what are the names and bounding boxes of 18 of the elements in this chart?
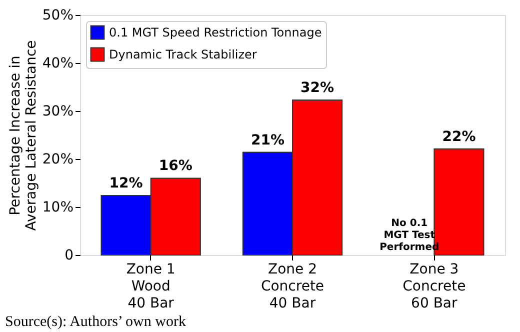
x-tick-label: Zone 2 Concrete 40 Bar [260,262,324,312]
legend-label: Dynamic Track Stabilizer [109,48,257,62]
y-tick-label: 0 [64,248,74,264]
x-tick-label: Zone 1 Wood 40 Bar [126,262,176,312]
y-axis-title: Percentage Increase in Average Lateral Resistance [7,40,40,231]
data-label: 22% [442,128,476,145]
data-label: 16% [158,158,192,174]
data-label: 21% [250,132,284,148]
x-tick-label: Zone 3 Concrete 60 Bar [402,262,466,312]
y-tick-label: 30% [42,104,74,120]
legend-label: 0.1 MGT Speed Restriction Tonnage [109,26,322,40]
data-label: 32% [300,80,334,96]
y-tick-label: 50% [42,8,74,24]
y-tick-label: 20% [42,152,74,168]
y-tick-label: 40% [42,56,74,72]
data-label: 12% [109,175,143,192]
source-note: Source(s): Authors’ own work [5,314,186,330]
y-tick-label: 10% [42,200,74,216]
